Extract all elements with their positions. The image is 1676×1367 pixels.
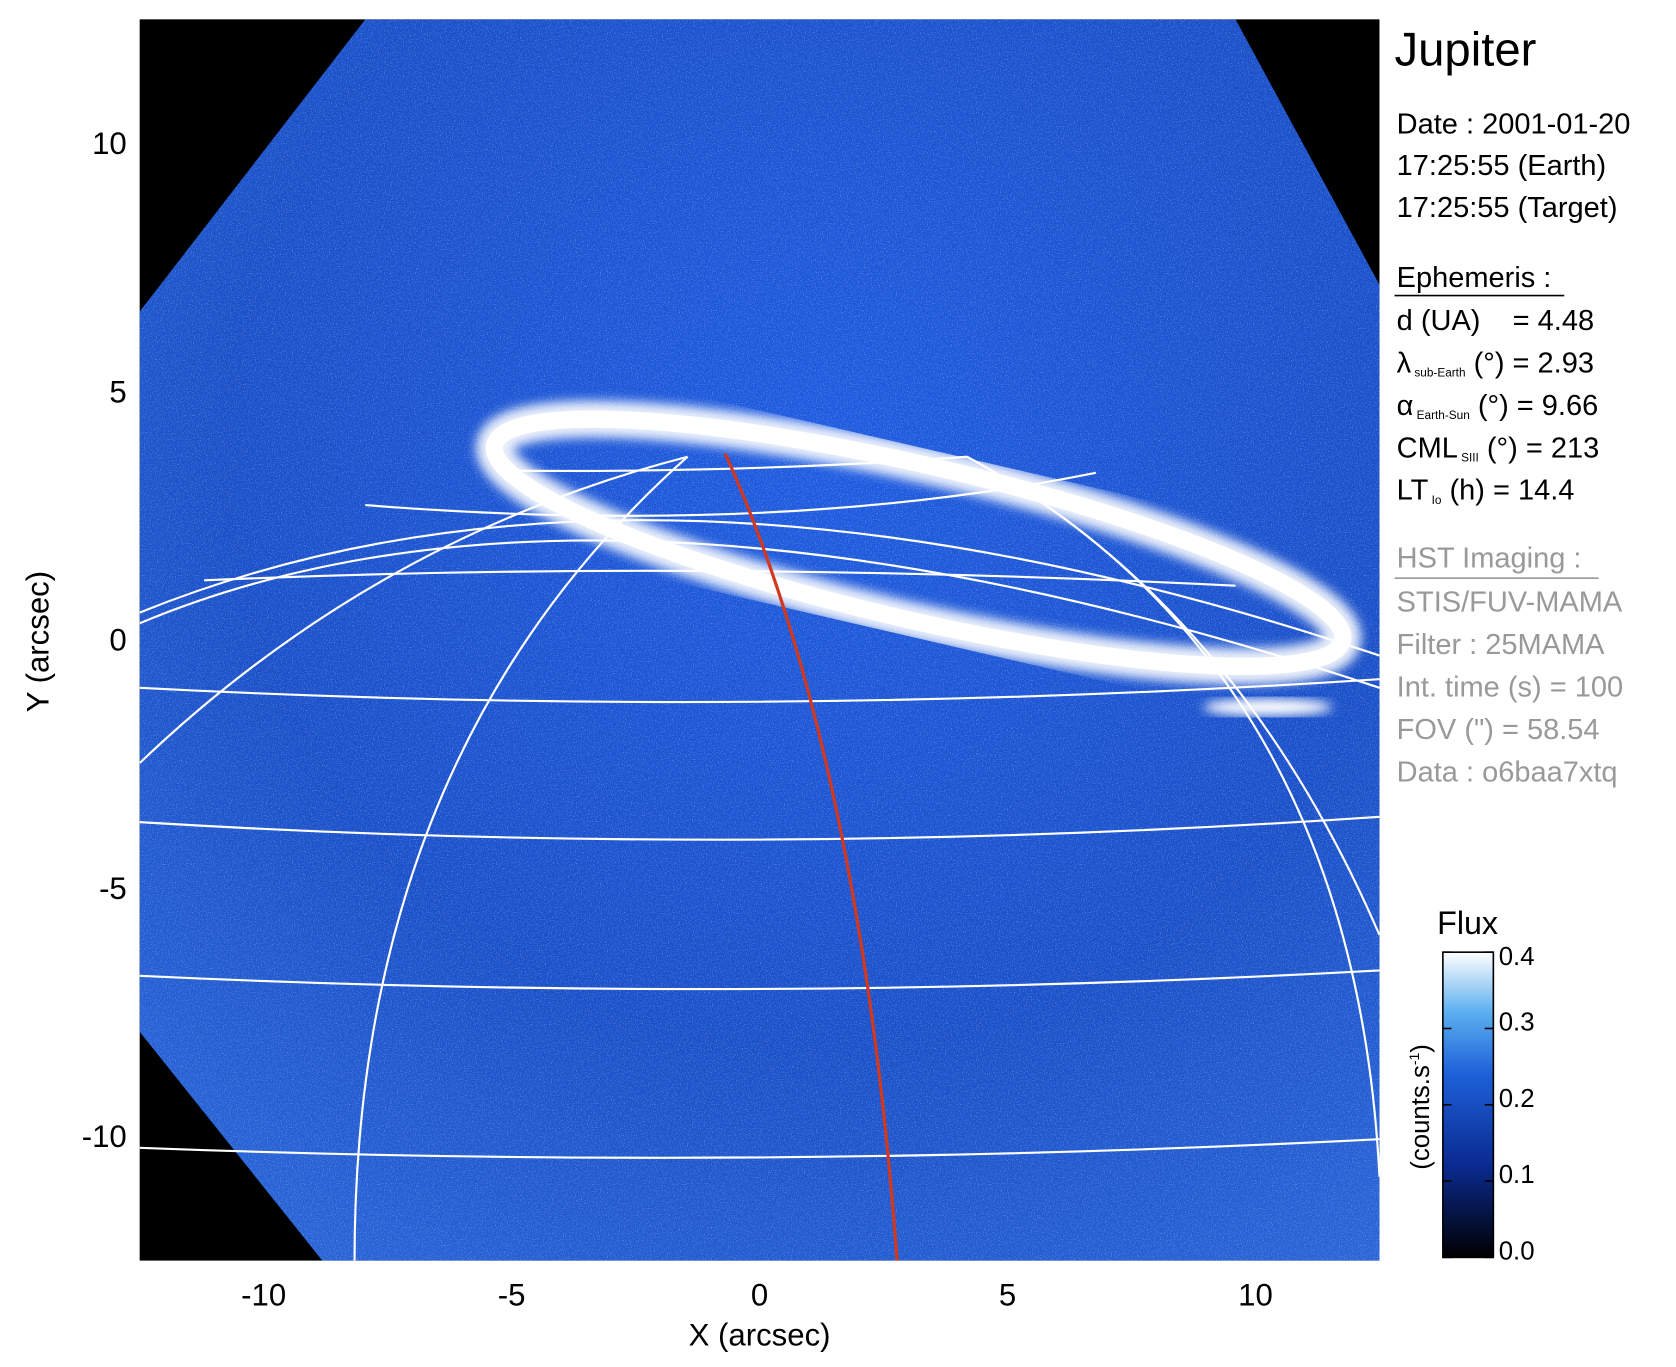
colorbar-tick-label: 0.4 — [1499, 943, 1535, 971]
ephemeris-value: (°) = 9.66 — [1470, 390, 1598, 422]
imaging-row: STIS/FUV-MAMA — [1397, 586, 1623, 618]
x-tick-label: 5 — [999, 1278, 1016, 1313]
ephemeris-title: Ephemeris : — [1397, 262, 1552, 294]
date: 17:25:55 (Earth) — [1397, 150, 1607, 182]
colorbar-tick-label: 0.0 — [1499, 1238, 1535, 1266]
ephemeris-subscript: Earth-Sun — [1417, 408, 1470, 422]
ephemeris-symbol: α — [1397, 390, 1414, 422]
unit-text: (counts.s — [1407, 1065, 1435, 1170]
y-tick-label: 10 — [92, 126, 127, 161]
ephemeris-row: λ sub-Earth (°) = 2.93 — [1397, 347, 1594, 379]
ephemeris-subscript: Io — [1432, 493, 1442, 507]
imaging-row: Filter : 25MAMA — [1397, 629, 1605, 661]
x-tick-label: -10 — [241, 1278, 286, 1313]
aurora — [475, 400, 1362, 716]
date: 17:25:55 (Target) — [1397, 192, 1618, 224]
ephemeris-value: (h) = 14.4 — [1441, 475, 1574, 507]
ephemeris-subscript: SIII — [1461, 451, 1479, 465]
y-tick-label: -5 — [99, 871, 127, 906]
colorbar-tick-label: 0.3 — [1499, 1009, 1535, 1037]
imaging-row: Int. time (s) = 100 — [1397, 671, 1623, 703]
ephemeris-subscript: sub-Earth — [1414, 366, 1465, 380]
y-tick-label: 0 — [109, 623, 126, 658]
x-tick-label: 0 — [751, 1278, 768, 1313]
ephemeris-symbol: LT — [1397, 475, 1429, 507]
imaging-row: FOV (") = 58.54 — [1397, 714, 1600, 746]
ephemeris-row: d (UA) = 4.48 — [1397, 305, 1594, 337]
imaging-row: Data : o6baa7xtq — [1397, 756, 1618, 788]
ephemeris-value: (°) = 213 — [1479, 432, 1599, 464]
unit-text: ) — [1407, 1044, 1435, 1053]
imaging-title: HST Imaging : — [1397, 542, 1582, 574]
colorbar: Flux (counts.s-1) 0.0 0.1 0.2 0.3 0.4 — [1406, 905, 1534, 1266]
x-tick-label: 10 — [1238, 1278, 1273, 1313]
unit-sup: -1 — [1406, 1053, 1422, 1066]
colorbar-tick-label: 0.2 — [1499, 1085, 1535, 1113]
x-axis-label: X (arcsec) — [689, 1318, 831, 1353]
image-plot — [139, 19, 1380, 1261]
date: Date : 2001-01-20 — [1397, 108, 1631, 140]
ephemeris-row: LT Io (h) = 14.4 — [1397, 475, 1575, 507]
ephemeris-row: α Earth-Sun (°) = 9.66 — [1397, 390, 1599, 422]
ephemeris-symbol: CML — [1397, 432, 1458, 464]
target: Jupiter — [1395, 24, 1537, 77]
ephemeris-symbol: λ — [1397, 347, 1412, 379]
info-panel: Jupiter Date : 2001-01-20 17:25:55 (Eart… — [1395, 24, 1631, 789]
y-axis-label: Y (arcsec) — [20, 571, 55, 712]
y-tick-label: 5 — [109, 374, 126, 409]
colorbar-unit: (counts.s-1) — [1406, 1044, 1435, 1170]
ephemeris-symbol: d (UA) = 4.48 — [1397, 305, 1594, 337]
colorbar-tick-label: 0.1 — [1499, 1161, 1535, 1189]
colorbar-title: Flux — [1437, 905, 1498, 941]
image-noise — [139, 19, 1380, 1261]
ephemeris-value: (°) = 2.93 — [1466, 347, 1594, 379]
y-tick-label: -10 — [82, 1119, 127, 1154]
x-tick-label: -5 — [498, 1278, 526, 1313]
central-meridian — [723, 452, 899, 1261]
ephemeris-row: CML SIII (°) = 213 — [1397, 432, 1600, 464]
